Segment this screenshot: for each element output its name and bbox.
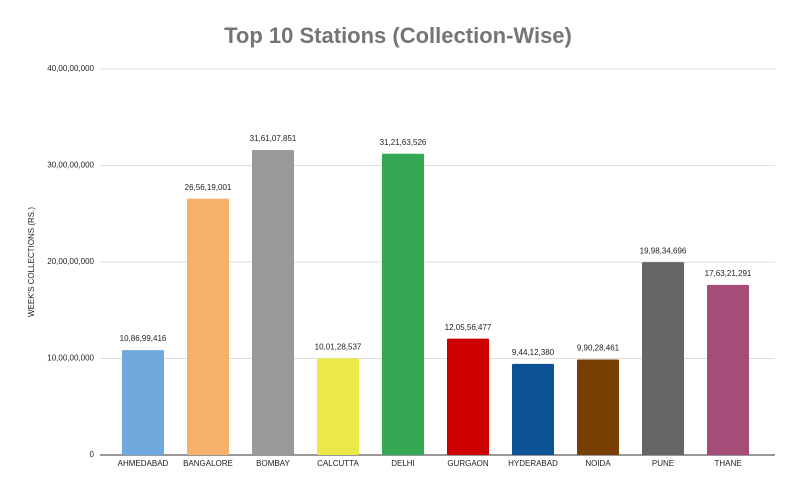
x-tick-label: THANE [714,459,741,468]
bar [512,363,554,455]
value-label: 17,63,21,291 [705,269,752,278]
y-tick-label: 40,00,00,000 [47,64,94,73]
y-tick-label: 20,00,00,000 [47,257,94,266]
x-tick-label: GURGAON [447,459,489,468]
y-axis-label: WEEK'S COLLECTIONS (RS.) [27,207,36,317]
value-label: 31,61,07,851 [250,134,297,143]
bar [317,358,359,455]
value-label: 31,21,63,526 [380,138,427,147]
bar [642,262,684,455]
y-tick-label: 0 [90,450,95,459]
bar [447,338,489,455]
bar [187,198,229,455]
x-tick-label: PUNE [652,459,674,468]
x-tick-label: BANGALORE [183,459,233,468]
value-label: 10,86,99,416 [120,334,167,343]
value-label: 26,56,19,001 [185,183,232,192]
value-label: 9,44,12,380 [512,348,555,357]
chart-title: Top 10 Stations (Collection-Wise) [224,23,572,48]
x-tick-label: CALCUTTA [317,459,359,468]
x-tick-label: AHMEDABAD [118,459,169,468]
bar [577,359,619,455]
value-label: 12,05,56,477 [445,323,492,332]
value-label: 19,98,34,696 [640,246,687,255]
bar [707,284,749,455]
y-tick-label: 30,00,00,000 [47,161,94,170]
y-tick-label: 10,00,00,000 [47,354,94,363]
value-label: 9,90,28,461 [577,344,620,353]
x-tick-label: NOIDA [585,459,611,468]
bar [252,149,294,455]
bar [122,350,164,455]
value-label: 10,01,28,537 [315,342,362,351]
x-tick-label: BOMBAY [256,459,290,468]
x-tick-label: DELHI [391,459,415,468]
bar [382,153,424,455]
x-tick-label: HYDERABAD [508,459,558,468]
